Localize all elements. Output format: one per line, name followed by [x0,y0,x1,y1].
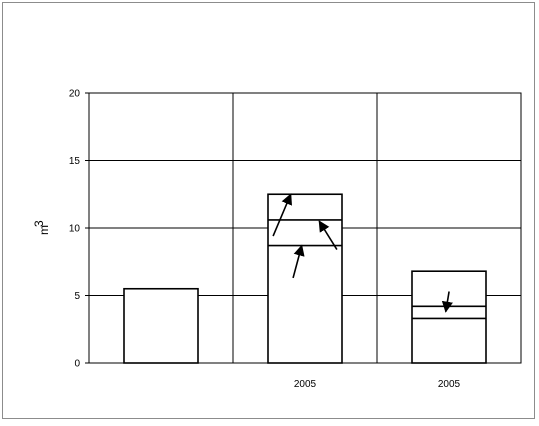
bar [123,287,199,364]
bar-chart: 0 5 10 15 20 2005 2005 m 3 [32,89,522,390]
x-tick-label: 2005 [438,379,461,390]
y-tick-label: 20 [69,89,81,100]
bars [123,193,487,364]
annotation-arrows [272,193,453,313]
y-axis-label: m [37,225,51,235]
x-tick-label: 2005 [294,379,317,390]
y-tick-label: 15 [69,156,81,167]
y-axis-label-superscript: 3 [32,220,46,227]
annotation-arrow [318,220,338,251]
annotation-arrow [292,244,305,279]
axes: 0 5 10 15 20 2005 2005 [69,89,522,390]
y-tick-label: 0 [74,359,80,370]
annotation-arrow [272,193,292,237]
plot-area-border [88,92,522,364]
chart-frame: 0 5 10 15 20 2005 2005 m 3 [2,2,535,419]
bar [411,270,487,364]
y-tick-label: 10 [69,224,81,235]
y-tick-label: 5 [74,291,80,302]
annotation-arrow [441,291,453,313]
